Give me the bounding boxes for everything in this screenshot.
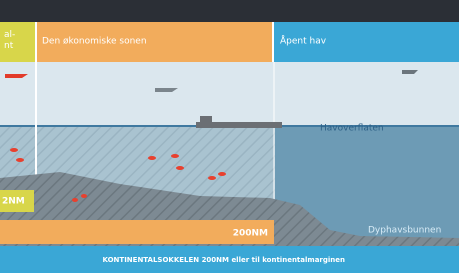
seabed-label: Dyphavsbunnen (368, 226, 441, 236)
limit-label: 200NM (233, 229, 268, 239)
footer-text: KONTINENTALSOKKELEN 200NM eller til kont… (103, 256, 346, 264)
surface-label: Havoverflaten (320, 124, 384, 134)
limit-label: 2NM (2, 197, 25, 207)
infographic: al-nt Den økonomiske sonen Åpent hav Hav… (0, 0, 459, 273)
zone-label: Den økonomiske sonen (42, 37, 147, 47)
sky (0, 62, 459, 126)
ship (200, 116, 212, 123)
top-band (0, 0, 459, 22)
zone-label: Åpent hav (280, 35, 327, 47)
